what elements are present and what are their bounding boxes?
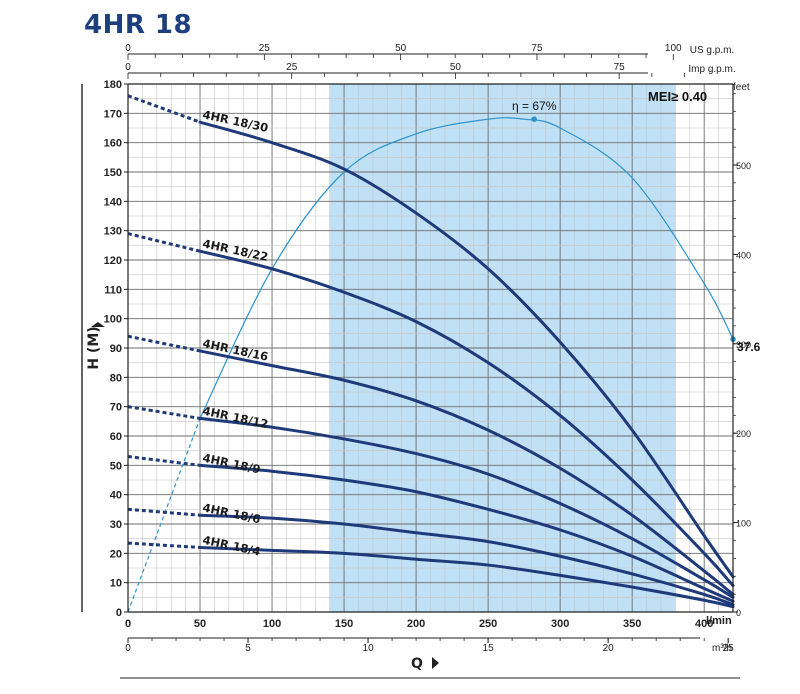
usgpm-tick-label: 100 xyxy=(665,43,682,54)
lmin-unit: l/min xyxy=(706,615,732,627)
page-title: 4HR 18 xyxy=(84,10,193,40)
m3h-tick-label: 25 xyxy=(723,643,735,654)
axes xyxy=(81,53,740,679)
y-tick-label: 30 xyxy=(110,519,122,531)
y-tick-label: 170 xyxy=(104,108,122,120)
y-tick-label: 140 xyxy=(104,196,122,208)
series-3-line-dashed xyxy=(127,405,201,420)
usgpm-tick-label: 50 xyxy=(395,43,407,54)
m3h-tick-label: 15 xyxy=(483,643,495,654)
series-1-line-dashed xyxy=(127,232,201,253)
y-tick-label: 90 xyxy=(110,343,122,355)
y-tick-label: 0 xyxy=(116,607,122,619)
x-tick-label: 250 xyxy=(479,618,497,630)
feet-tick-label: 100 xyxy=(736,519,751,529)
y-tick-label: 100 xyxy=(104,314,122,326)
impgpm-tick-label: 25 xyxy=(286,62,298,73)
y-tick-label: 60 xyxy=(110,431,122,443)
y-tick-label: 80 xyxy=(110,372,122,384)
y-tick-label: 130 xyxy=(104,226,122,238)
grid-lines xyxy=(127,83,734,613)
series-4-line-dashed xyxy=(127,455,201,467)
series-label: 4HR 18/6 xyxy=(201,500,261,526)
y-tick-label: 70 xyxy=(110,402,122,414)
x-tick-label: 200 xyxy=(407,618,425,630)
impgpm-unit: Imp g.p.m. xyxy=(688,64,735,75)
x-tick-label: 350 xyxy=(623,618,641,630)
impgpm-tick-label: 50 xyxy=(450,62,462,73)
y-tick-label: 160 xyxy=(104,138,122,150)
y-tick-label: 120 xyxy=(104,255,122,267)
series-6-line-solid xyxy=(198,545,735,609)
feet-tick-label: 300 xyxy=(736,340,751,350)
usgpm-tick-label: 0 xyxy=(125,43,131,54)
series-0-line-dashed xyxy=(127,94,201,124)
series-0-line-solid xyxy=(198,120,735,579)
usgpm-unit: US g.p.m. xyxy=(690,45,734,56)
y-tick-label: 110 xyxy=(104,284,122,296)
x-tick-label: 50 xyxy=(194,618,206,630)
series-label: 4HR 18/12 xyxy=(201,404,269,432)
series-2-line-solid xyxy=(198,349,735,596)
impgpm-tick-label: 0 xyxy=(125,62,131,73)
y-tick-label: 50 xyxy=(110,460,122,472)
y-axis-arrow-icon xyxy=(91,322,105,327)
x-tick-label: 100 xyxy=(263,618,281,630)
x-axis-arrow-icon xyxy=(432,657,439,669)
series-5-line-dashed xyxy=(127,507,201,517)
feet-tick-label: 200 xyxy=(736,429,751,439)
m3h-tick-label: 5 xyxy=(245,643,251,654)
efficiency-end-label: 37.6 xyxy=(737,340,761,354)
efficiency-curve-solid xyxy=(199,117,734,419)
efficiency-peak-label: η = 67% xyxy=(512,99,557,113)
m3h-tick-label: 20 xyxy=(603,643,615,654)
m3h-tick-label: 0 xyxy=(125,643,131,654)
series-3-line-solid xyxy=(198,416,735,599)
usgpm-tick-label: 75 xyxy=(531,43,543,54)
y-tick-label: 10 xyxy=(110,578,122,590)
series-6-line-dashed xyxy=(127,541,201,549)
feet-tick-label: 0 xyxy=(736,608,741,618)
y-tick-label: 20 xyxy=(110,548,122,560)
series-1-line-solid xyxy=(198,249,735,588)
pump-curves xyxy=(127,94,736,613)
x-tick-label: 0 xyxy=(125,618,131,630)
impgpm-tick-label: 75 xyxy=(614,62,626,73)
efficiency-curve-dashed xyxy=(127,418,201,613)
x-axis-title: Q xyxy=(411,656,423,672)
mei-label: MEI≥ 0.40 xyxy=(648,89,707,104)
feet-tick-label: 500 xyxy=(736,161,751,171)
x-tick-label: 150 xyxy=(335,618,353,630)
series-2-line-dashed xyxy=(127,334,201,353)
y-tick-label: 40 xyxy=(110,490,122,502)
y-axis-title: H (M) xyxy=(86,326,102,369)
m3h-tick-label: 10 xyxy=(363,643,375,654)
series-5-line-solid xyxy=(198,513,735,607)
feet-tick-label: 400 xyxy=(736,250,751,260)
series-label: 4HR 18/4 xyxy=(201,533,261,559)
y-tick-label: 180 xyxy=(104,79,122,91)
x-tick-label: 400 xyxy=(695,618,713,630)
x-tick-label: 300 xyxy=(551,618,569,630)
efficiency-peak-point xyxy=(531,116,538,122)
y-tick-label: 150 xyxy=(104,167,122,179)
feet-unit: feet xyxy=(733,82,750,93)
series-4-line-solid xyxy=(198,463,735,603)
usgpm-tick-label: 25 xyxy=(259,43,271,54)
m3h-unit: m³/h xyxy=(712,643,732,654)
series-label: 4HR 18/9 xyxy=(201,451,261,477)
